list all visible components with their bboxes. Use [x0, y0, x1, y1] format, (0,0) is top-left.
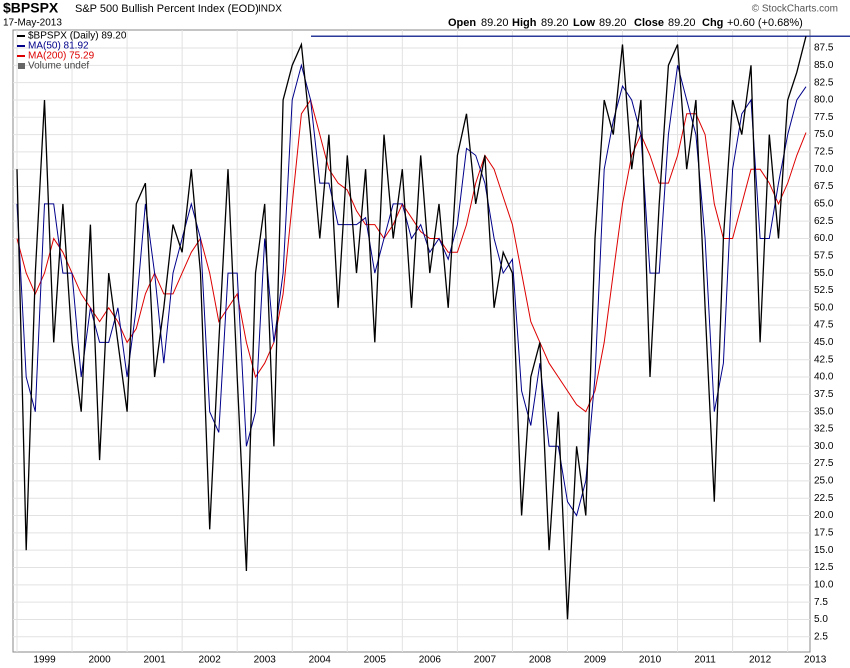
y-tick-label: 32.5: [814, 424, 834, 435]
y-tick-label: 60.0: [814, 233, 834, 244]
y-tick-label: 55.0: [814, 268, 834, 279]
y-tick-label: 20.0: [814, 510, 834, 521]
y-tick-label: 67.5: [814, 181, 834, 192]
series-line: [16, 36, 807, 620]
y-tick-label: 10.0: [814, 579, 834, 590]
y-tick-label: 50.0: [814, 302, 834, 313]
x-tick-label: 2000: [88, 655, 111, 666]
date: 17-May-2013: [3, 18, 62, 29]
x-tick-label: 2006: [419, 655, 442, 666]
y-tick-label: 80.0: [814, 95, 834, 106]
x-tick-label: 2004: [309, 655, 332, 666]
credit: © StockCharts.com: [752, 4, 838, 15]
y-tick-label: 40.0: [814, 372, 834, 383]
quote-label: Low: [573, 17, 595, 29]
series-line: [16, 98, 807, 413]
x-tick-label: 2001: [143, 655, 166, 666]
x-tick-label: 2010: [639, 655, 662, 666]
quote-value: 89.20: [668, 17, 696, 29]
y-tick-label: 87.5: [814, 43, 834, 54]
y-tick-label: 12.5: [814, 562, 834, 573]
y-tick-label: 75.0: [814, 129, 834, 140]
y-tick-label: 37.5: [814, 389, 834, 400]
x-tick-label: 1999: [33, 655, 56, 666]
y-tick-label: 42.5: [814, 354, 834, 365]
quote-value: +0.60 (+0.68%): [727, 17, 803, 29]
y-tick-label: 2.5: [814, 631, 828, 642]
y-tick-label: 17.5: [814, 528, 834, 539]
quote-label: High: [512, 17, 537, 29]
legend-label: MA(50) 81.92: [28, 41, 89, 52]
y-tick-label: 77.5: [814, 112, 834, 123]
y-tick-label: 35.0: [814, 406, 834, 417]
x-tick-label: 2003: [254, 655, 277, 666]
y-tick-label: 25.0: [814, 476, 834, 487]
y-tick-label: 5.0: [814, 614, 828, 625]
y-tick-label: 62.5: [814, 216, 834, 227]
quote-value: 89.20: [541, 17, 569, 29]
y-tick-label: 72.5: [814, 147, 834, 158]
y-tick-label: 65.0: [814, 198, 834, 209]
legend-label: MA(200) 75.29: [28, 51, 95, 62]
x-tick-label: 2002: [199, 655, 222, 666]
chart-title: S&P 500 Bullish Percent Index (EOD): [75, 3, 259, 15]
y-tick-label: 22.5: [814, 493, 834, 504]
x-tick-label: 2009: [584, 655, 607, 666]
legend-swatch: [18, 63, 25, 69]
symbol: $BPSPX: [3, 0, 59, 16]
x-tick-label: 2005: [364, 655, 387, 666]
y-tick-label: 30.0: [814, 441, 834, 452]
legend-label: $BPSPX (Daily) 89.20: [28, 31, 127, 42]
legend-label: Volume undef: [28, 61, 89, 72]
x-tick-label: 2007: [474, 655, 497, 666]
y-tick-label: 47.5: [814, 320, 834, 331]
quote-value: 89.20: [599, 17, 627, 29]
y-tick-label: 45.0: [814, 337, 834, 348]
y-tick-label: 70.0: [814, 164, 834, 175]
quote-value: 89.20: [481, 17, 509, 29]
y-tick-label: 27.5: [814, 458, 834, 469]
quote: Open 89.20 High 89.20 Low 89.20 Close 89…: [448, 17, 803, 29]
quote-label: Chg: [702, 17, 723, 29]
x-tick-label: 2008: [529, 655, 552, 666]
x-tick-label: 2013: [804, 655, 827, 666]
exchange: INDX: [258, 4, 282, 15]
y-tick-label: 57.5: [814, 250, 834, 261]
y-tick-label: 15.0: [814, 545, 834, 556]
y-tick-label: 7.5: [814, 597, 828, 608]
y-tick-label: 52.5: [814, 285, 834, 296]
x-tick-label: 2011: [694, 655, 716, 666]
quote-label: Close: [634, 17, 664, 29]
y-tick-label: 85.0: [814, 60, 834, 71]
series-line: [16, 63, 807, 517]
y-tick-label: 82.5: [814, 77, 834, 88]
quote-label: Open: [448, 17, 476, 29]
plot-frame: [12, 29, 811, 653]
x-tick-label: 2012: [749, 655, 772, 666]
